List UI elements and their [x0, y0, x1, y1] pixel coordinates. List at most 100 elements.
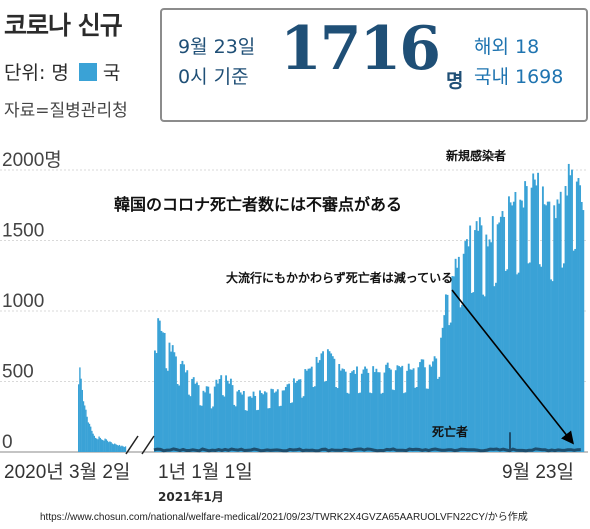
info-total-unit: 명	[446, 70, 464, 92]
bar-2021	[212, 406, 215, 452]
bar-2021	[247, 396, 250, 452]
bar-2021	[451, 276, 454, 452]
bar-2021	[272, 389, 274, 452]
bar-2021	[467, 246, 470, 452]
bar-2021	[388, 368, 391, 452]
bar-2021	[420, 359, 423, 452]
bar-2021	[443, 315, 446, 452]
bar-2021	[390, 369, 392, 452]
bar-2021	[478, 217, 481, 452]
bar-2021	[200, 405, 203, 452]
source-label: 자료=질병관리청	[4, 101, 128, 121]
bar-2021	[278, 406, 281, 452]
bar-2020	[108, 442, 110, 452]
bar-2021	[284, 386, 287, 452]
bar-2021	[262, 394, 265, 452]
chart-area: 0 500 1000 1500 2000명 2020년 3월 2일 1년 1월 1일 9월 2…	[0, 148, 588, 483]
bar-2021	[323, 381, 326, 452]
bar-2021	[404, 392, 407, 452]
bar-2021	[414, 387, 417, 452]
bar-2020	[123, 447, 125, 452]
bar-2021	[223, 396, 226, 452]
bar-2021	[317, 362, 320, 452]
bar-2021	[566, 195, 569, 452]
bar-2021	[267, 408, 270, 452]
bar-2021	[504, 270, 507, 452]
bar-2021	[571, 169, 573, 452]
bar-2021	[488, 239, 491, 452]
bar-2021	[490, 242, 493, 452]
bar-2021	[208, 393, 211, 452]
bar-2021	[196, 382, 198, 452]
bar-2020	[115, 444, 117, 452]
bar-2021	[250, 397, 253, 452]
bar-2021	[553, 205, 556, 452]
bar-2021	[336, 388, 339, 452]
bar-2021	[163, 332, 166, 452]
bar-2021	[234, 406, 237, 452]
bar-2021	[162, 332, 164, 452]
bar-2021	[545, 205, 548, 452]
bar-2020	[118, 444, 121, 452]
bar-2021	[356, 366, 358, 452]
bar-2021	[520, 200, 523, 452]
bar-2020	[80, 378, 82, 452]
bar-2021	[155, 353, 158, 452]
bar-2021	[296, 380, 299, 452]
chart-ticks: 0 500 1000 1500 2000명 2020년 3월 2일 1년 1월 1일 9월 2…	[2, 149, 574, 483]
deaths-line	[153, 447, 581, 453]
bar-2021	[559, 191, 562, 452]
legend-swatch-icon	[78, 62, 97, 81]
bar-2020	[91, 430, 93, 452]
bar-2020	[94, 437, 97, 452]
bar-2021	[519, 199, 522, 452]
bar-2021	[381, 392, 384, 452]
bar-2021	[422, 359, 425, 452]
bar-2021	[501, 211, 504, 452]
bar-2021	[575, 181, 578, 452]
bar-2020	[87, 422, 89, 452]
annotation-arrow	[451, 289, 574, 445]
bar-2021	[236, 391, 239, 452]
bar-2021	[326, 349, 329, 452]
bar-2021	[369, 392, 371, 452]
bar-2021	[194, 383, 197, 452]
bar-2020	[97, 439, 99, 452]
bar-2021	[499, 216, 502, 452]
bar-2021	[419, 362, 421, 452]
bar-2021	[487, 246, 489, 452]
bar-2021	[351, 371, 354, 452]
bar-2021	[514, 191, 517, 452]
bar-2021	[540, 266, 543, 452]
bar-2021	[314, 386, 316, 452]
bar-2021	[191, 378, 194, 452]
bar-2021	[338, 364, 341, 452]
bar-2021	[512, 201, 515, 452]
annotation-deaths: 死亡者	[432, 424, 468, 439]
bar-2021	[233, 404, 236, 452]
bar-2021	[333, 358, 336, 452]
x-tick-label: 2020년 3월 2일	[4, 461, 130, 483]
bar-2021	[244, 410, 247, 452]
bar-2021	[448, 325, 451, 452]
x-tick-label: 1년 1월 1일	[158, 461, 253, 483]
bar-2021	[529, 262, 531, 452]
bar-2020	[106, 440, 109, 452]
annotation-2021-january: 2021年1月	[158, 490, 224, 504]
bar-2021	[561, 267, 564, 452]
bar-2021	[341, 368, 344, 452]
bar-2021	[472, 292, 475, 452]
bar-2021	[354, 373, 357, 452]
chart-overlay: 韓国のコロナ死亡者数には不審点がある 新規感染者大流行にもかかわらず死亡者は減って…	[114, 148, 574, 455]
info-box: 9월 23일 0시 기준 1716 명 해외 18 국내 1698	[160, 8, 588, 122]
bar-2021	[446, 294, 449, 452]
bar-2021	[297, 379, 300, 452]
bar-2021	[496, 224, 499, 452]
bar-2021	[554, 218, 557, 452]
bar-2021	[220, 375, 223, 452]
bar-2021	[305, 370, 308, 452]
unit-legend-row: 단위: 명 국	[4, 58, 120, 85]
bar-2021	[550, 279, 552, 452]
bar-2021	[569, 175, 572, 453]
bar-2021	[288, 383, 291, 452]
